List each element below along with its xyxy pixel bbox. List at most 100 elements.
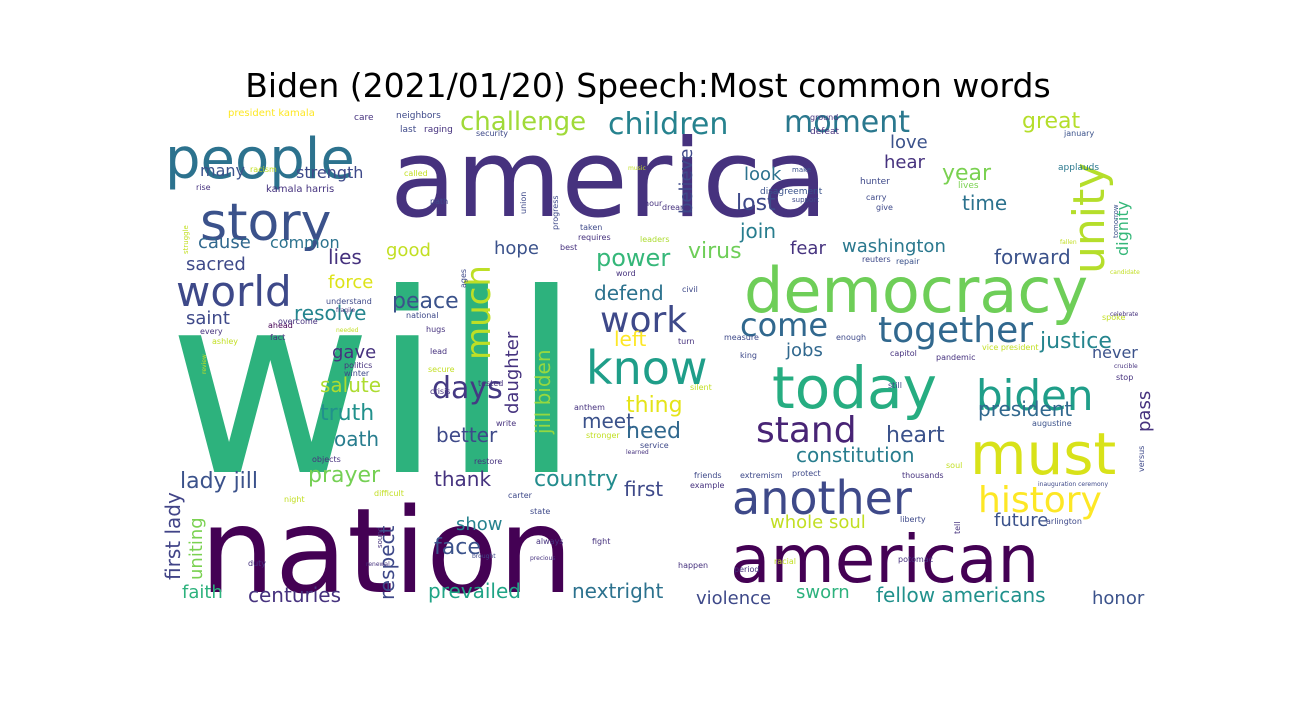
cloud-word-challenge: challenge bbox=[460, 107, 586, 137]
cloud-word-january: january bbox=[1063, 129, 1094, 138]
cloud-word-salute: salute bbox=[320, 373, 381, 397]
cloud-word-days: days bbox=[432, 371, 503, 406]
cloud-word-make: make bbox=[792, 166, 811, 174]
cloud-word-sound: sound bbox=[376, 527, 384, 548]
cloud-word-heart: heart bbox=[886, 423, 945, 448]
cloud-word-lost: lost bbox=[736, 191, 776, 216]
cloud-word-work: work bbox=[600, 300, 687, 341]
cloud-word-left: left bbox=[614, 327, 647, 351]
cloud-word-progress: progress bbox=[551, 195, 560, 230]
cloud-word-hunter: hunter bbox=[860, 177, 890, 187]
cloud-word-nextright: nextright bbox=[572, 579, 663, 603]
cloud-word-respect: respect bbox=[375, 525, 399, 600]
cloud-word-lives: lives bbox=[958, 181, 979, 191]
cloud-word-versus: versus bbox=[1137, 446, 1146, 472]
cloud-word-carry: carry bbox=[866, 193, 887, 202]
cloud-word-dignity: dignity bbox=[1113, 201, 1132, 256]
cloud-word-fight: fight bbox=[592, 537, 610, 546]
cloud-word-hour: hour bbox=[644, 199, 663, 208]
cloud-word-democracy: democracy bbox=[744, 254, 1088, 327]
cloud-word-year: year bbox=[942, 161, 992, 186]
cloud-word-sacred: sacred bbox=[186, 254, 246, 275]
cloud-word-overcome: overcome bbox=[278, 317, 318, 326]
cloud-word-path: path bbox=[430, 197, 448, 206]
cloud-word-reuters: reuters bbox=[862, 255, 891, 264]
cloud-word-needed: needed bbox=[336, 327, 359, 334]
cloud-word-vice-president: vice president bbox=[982, 343, 1039, 352]
cloud-word-ashley: ashley bbox=[212, 337, 238, 346]
cloud-word-protect: protect bbox=[792, 469, 821, 478]
cloud-word-much: much bbox=[459, 265, 499, 360]
cloud-word-believe: believe bbox=[676, 149, 697, 214]
cloud-word-support: support bbox=[792, 196, 819, 204]
cloud-word-every: every bbox=[200, 327, 223, 336]
cloud-word-great: great bbox=[1022, 109, 1081, 134]
cloud-word-american: american bbox=[730, 521, 1039, 598]
cloud-word-dream: dream bbox=[662, 203, 688, 212]
cloud-word-many: many bbox=[200, 161, 245, 180]
cloud-word-struggle: struggle bbox=[182, 225, 190, 254]
cloud-word-meet: meet bbox=[582, 409, 634, 433]
cloud-word-honor: honor bbox=[1092, 588, 1145, 608]
cloud-word-fellow-americans: fellow americans bbox=[876, 583, 1046, 607]
cloud-word-defend: defend bbox=[594, 281, 664, 305]
cloud-word-good: good bbox=[386, 240, 431, 261]
cloud-word-washington: washington bbox=[842, 236, 946, 257]
cloud-word-history: history bbox=[978, 480, 1102, 521]
cloud-word-crisis: crisis bbox=[430, 387, 450, 396]
cloud-word-another: another bbox=[732, 471, 912, 525]
cloud-word-today: today bbox=[772, 354, 937, 422]
cloud-word-stop: stop bbox=[1116, 373, 1133, 382]
cloud-word-hope: hope bbox=[494, 238, 539, 259]
cloud-word-last: last bbox=[400, 125, 417, 135]
cloud-word-face: face bbox=[434, 535, 481, 560]
cloud-word-prevailed: prevailed bbox=[428, 579, 521, 603]
cloud-word-repair: repair bbox=[896, 257, 920, 266]
cloud-word-racism: racism bbox=[250, 165, 277, 174]
cloud-word-saint: saint bbox=[186, 308, 230, 329]
cloud-word-violence: violence bbox=[696, 588, 771, 608]
cloud-word-neighbors: neighbors bbox=[396, 111, 441, 121]
cloud-word-crucible: crucible bbox=[1114, 363, 1138, 370]
cloud-word-join: join bbox=[739, 219, 776, 243]
cloud-word-power: power bbox=[596, 244, 670, 272]
cloud-word-whole-soul: whole soul bbox=[770, 512, 866, 533]
cloud-word-review: review bbox=[201, 354, 208, 374]
cloud-word-disagreement: disagreement bbox=[760, 187, 823, 197]
cloud-word-word: word bbox=[616, 269, 636, 278]
cloud-word-unity: unity bbox=[1064, 163, 1115, 274]
cloud-word-racial: racial bbox=[774, 557, 796, 566]
cloud-word-fact: fact bbox=[270, 333, 285, 342]
cloud-word-celebrate: celebrate bbox=[1110, 311, 1139, 318]
cloud-word-pandemic: pandemic bbox=[936, 353, 975, 362]
cloud-word-constitution: constitution bbox=[796, 443, 915, 467]
cloud-word-called: called bbox=[404, 169, 428, 178]
cloud-word-virus: virus bbox=[688, 239, 742, 264]
cloud-word-difficult: difficult bbox=[374, 489, 404, 498]
cloud-word-best: best bbox=[560, 243, 577, 252]
cloud-word-spoke: spoke bbox=[1102, 313, 1125, 322]
cloud-word-cause: cause bbox=[198, 232, 251, 253]
cloud-word-world: world bbox=[176, 267, 292, 316]
cloud-word-forward: forward bbox=[994, 245, 1071, 269]
cloud-word-thousands: thousands bbox=[902, 471, 944, 480]
cloud-word-capitol: capitol bbox=[890, 349, 917, 358]
cloud-word-turn: turn bbox=[678, 337, 694, 346]
cloud-word-first-lady: first lady bbox=[161, 492, 185, 580]
cloud-word-better: better bbox=[436, 423, 498, 447]
cloud-word-winter: winter bbox=[344, 369, 370, 378]
cloud-word-period: period bbox=[734, 565, 759, 574]
cloud-word-precious: precious bbox=[530, 555, 555, 562]
cloud-word-night: night bbox=[284, 495, 305, 504]
cloud-word-daughter: daughter bbox=[502, 331, 523, 414]
cloud-word-politics: politics bbox=[344, 361, 372, 370]
cloud-word-enough: enough bbox=[836, 333, 866, 342]
cloud-word-secure: secure bbox=[428, 365, 455, 374]
cloud-word-king: king bbox=[740, 351, 757, 360]
cloud-word-state: state bbox=[530, 507, 550, 516]
cloud-word-tell: tell bbox=[953, 521, 962, 534]
cloud-word-ahead: ahead bbox=[268, 321, 293, 330]
cloud-word-gave: gave bbox=[332, 342, 376, 363]
cloud-word-time: time bbox=[962, 191, 1007, 215]
cloud-word-duty: duty bbox=[248, 559, 266, 568]
